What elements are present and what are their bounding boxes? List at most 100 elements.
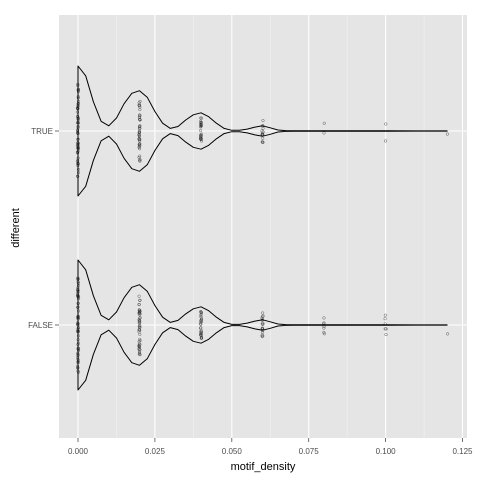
violin-true (77, 65, 448, 197)
data-point (199, 314, 203, 318)
data-point (199, 124, 203, 128)
data-point (138, 325, 142, 329)
data-point (261, 321, 265, 325)
data-point (76, 121, 81, 125)
data-point (383, 317, 387, 321)
data-point (77, 309, 81, 313)
data-point (199, 320, 203, 324)
data-point (75, 110, 80, 114)
data-point (137, 144, 141, 148)
data-point (199, 128, 203, 133)
data-point (76, 341, 81, 345)
data-point (137, 302, 141, 307)
data-point (383, 313, 387, 317)
data-point (138, 298, 142, 302)
data-point (137, 115, 141, 119)
data-point (138, 127, 142, 131)
data-point (199, 132, 204, 136)
x-tick-label: 0.075 (299, 447, 320, 456)
y-tick-label: FALSE (28, 321, 53, 330)
data-point (75, 364, 80, 368)
data-point (137, 308, 141, 312)
data-point (261, 119, 265, 123)
data-point (322, 316, 326, 320)
data-point (138, 118, 142, 122)
data-point (260, 333, 264, 337)
y-axis-title: different (10, 208, 22, 248)
data-point (138, 113, 142, 117)
data-point (384, 122, 388, 126)
data-point (322, 121, 326, 125)
data-point (261, 136, 265, 140)
data-point (322, 330, 326, 334)
data-point (137, 142, 141, 147)
data-point (322, 326, 326, 330)
data-point (199, 123, 203, 127)
data-point (261, 334, 265, 338)
data-point (138, 113, 142, 118)
data-point (137, 131, 141, 135)
data-point (137, 139, 142, 143)
data-point (199, 134, 203, 138)
data-point (137, 125, 141, 129)
data-point (138, 350, 142, 354)
x-tick-label: 0.025 (145, 447, 166, 456)
y-axis: FALSE TRUE (28, 127, 59, 330)
x-axis: 0.000 0.025 0.050 0.075 0.100 0.125 (68, 438, 473, 456)
data-point (446, 332, 450, 336)
data-point (199, 135, 203, 139)
data-point (383, 327, 387, 331)
data-point (137, 138, 141, 142)
data-point (445, 132, 449, 136)
data-point (138, 107, 142, 112)
data-point (261, 311, 265, 315)
data-point (138, 117, 142, 121)
violins-layer (77, 65, 448, 391)
data-point (137, 155, 141, 159)
data-point (260, 315, 264, 319)
data-point (261, 314, 265, 318)
x-axis-title: motif_density (231, 461, 296, 473)
data-point (138, 339, 142, 343)
data-point (200, 317, 204, 321)
data-point (137, 101, 141, 105)
y-tick-label: TRUE (31, 127, 53, 136)
data-point (137, 318, 141, 322)
x-tick-label: 0.050 (222, 447, 243, 456)
data-point (76, 348, 81, 353)
data-point (77, 297, 81, 301)
data-point (260, 140, 264, 144)
x-tick-label: 0.100 (376, 447, 397, 456)
data-point (260, 131, 264, 136)
data-point (199, 328, 203, 332)
data-point (138, 124, 142, 129)
data-point (137, 133, 141, 137)
data-point (75, 160, 79, 164)
data-point (77, 171, 81, 175)
data-point (75, 289, 80, 294)
data-point (384, 333, 388, 337)
data-point (137, 330, 141, 334)
data-point (137, 311, 141, 315)
data-point (384, 139, 388, 143)
x-tick-label: 0.000 (68, 447, 89, 456)
data-point (261, 140, 265, 144)
data-point (199, 330, 203, 334)
data-point (199, 334, 203, 338)
grid-minor (116, 15, 425, 438)
data-point (76, 370, 81, 374)
data-point (137, 348, 141, 352)
data-point (137, 320, 141, 324)
data-point (76, 277, 81, 281)
data-point (199, 310, 203, 314)
data-point (199, 312, 203, 316)
data-point (199, 322, 203, 326)
data-point (199, 139, 204, 143)
violin-false (77, 259, 448, 391)
data-point (199, 326, 203, 330)
data-point (261, 329, 265, 333)
panel-background (59, 15, 467, 438)
data-point (200, 116, 204, 120)
data-point (260, 335, 264, 339)
